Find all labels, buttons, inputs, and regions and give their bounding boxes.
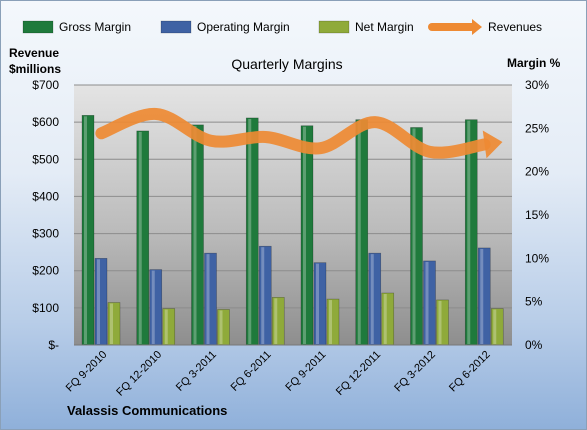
bar bbox=[313, 262, 327, 346]
bar bbox=[436, 299, 449, 346]
category-label: FQ 12-2010 bbox=[114, 349, 164, 399]
bar-highlight bbox=[219, 310, 223, 344]
chart-title: Quarterly Margins bbox=[231, 56, 342, 72]
bar-highlight bbox=[303, 126, 306, 344]
bar bbox=[94, 258, 108, 346]
left-tick-label: $100 bbox=[32, 301, 59, 315]
right-tick-label: 0% bbox=[525, 338, 543, 352]
legend: Gross Margin Operating Margin Net Margin Re… bbox=[22, 19, 542, 35]
bar bbox=[423, 260, 436, 346]
category-label: FQ 9-2010 bbox=[64, 349, 110, 395]
category-label: FQ 9-2011 bbox=[283, 349, 328, 394]
bar bbox=[477, 247, 491, 346]
bar-highlight bbox=[370, 254, 374, 344]
bar-highlight bbox=[164, 309, 168, 344]
category-label: FQ 6-2011 bbox=[229, 349, 274, 394]
bar-highlight bbox=[412, 128, 416, 344]
right-axis-label: Margin % bbox=[507, 56, 561, 70]
bar bbox=[368, 252, 382, 346]
bar bbox=[217, 309, 230, 346]
left-tick-label: $- bbox=[48, 338, 59, 352]
bar-highlight bbox=[193, 125, 197, 344]
chart-footer: Valassis Communications bbox=[67, 403, 227, 418]
revenue-line bbox=[95, 107, 503, 159]
left-axis-label-line2: $millions bbox=[9, 62, 61, 76]
right-tick-label: 15% bbox=[525, 208, 549, 222]
right-tick-label: 30% bbox=[525, 78, 549, 92]
bar-highlight bbox=[84, 116, 87, 344]
left-tick-label: $600 bbox=[32, 115, 59, 129]
bar bbox=[300, 125, 314, 346]
bar bbox=[149, 269, 163, 346]
left-axis-label-line1: Revenue bbox=[9, 46, 59, 60]
left-tick-label: $200 bbox=[32, 264, 59, 278]
legend-swatch bbox=[318, 20, 350, 34]
left-tick-label: $300 bbox=[32, 227, 59, 241]
bar-highlight bbox=[357, 120, 361, 345]
bar bbox=[191, 124, 204, 346]
revenue-line-path bbox=[95, 107, 491, 159]
revenue-line-arrowhead bbox=[482, 130, 503, 159]
bar-highlight bbox=[151, 270, 155, 344]
right-tick-label: 25% bbox=[525, 121, 549, 135]
bar-highlight bbox=[316, 263, 319, 344]
bar bbox=[162, 308, 176, 346]
bar bbox=[81, 115, 95, 346]
category-labels: FQ 9-2010 FQ 12-2010 FQ 3-2011 FQ 6-2011 FQ … bbox=[64, 349, 493, 399]
left-tick-label: $400 bbox=[32, 189, 59, 203]
right-tick-label: 10% bbox=[525, 251, 549, 265]
legend-label: Operating Margin bbox=[197, 20, 290, 34]
right-tick-label: 5% bbox=[525, 295, 543, 309]
bar-highlight bbox=[493, 309, 497, 344]
bar bbox=[107, 302, 121, 346]
bar-highlight bbox=[480, 248, 484, 344]
bar bbox=[410, 127, 423, 346]
bar bbox=[381, 292, 395, 346]
left-axis-ticks: $- $100 $200 $300 $400 $500 $600 $700 bbox=[32, 78, 59, 352]
legend-label: Gross Margin bbox=[59, 20, 131, 34]
bar bbox=[258, 245, 272, 346]
bar-highlight bbox=[383, 294, 387, 344]
category-label: FQ 3-2011 bbox=[174, 349, 219, 394]
category-label: FQ 3-2012 bbox=[392, 349, 438, 395]
bar bbox=[204, 252, 217, 346]
legend-label: Net Margin bbox=[355, 20, 414, 34]
legend-arrowhead bbox=[472, 19, 482, 35]
right-tick-label: 20% bbox=[525, 165, 549, 179]
legend-swatch bbox=[22, 20, 54, 34]
bar bbox=[245, 117, 259, 346]
bar bbox=[271, 297, 285, 346]
left-tick-label: $700 bbox=[32, 78, 59, 92]
left-tick-label: $500 bbox=[32, 152, 59, 166]
bar-highlight bbox=[274, 298, 278, 344]
bar-highlight bbox=[248, 118, 252, 344]
legend-label: Revenues bbox=[488, 20, 542, 34]
bar-highlight bbox=[138, 131, 142, 344]
bar-highlight bbox=[97, 259, 100, 344]
bar-highlight bbox=[261, 247, 265, 344]
bar bbox=[326, 298, 340, 346]
bar bbox=[136, 130, 150, 346]
bar-highlight bbox=[425, 261, 429, 344]
legend-swatch bbox=[160, 20, 192, 34]
bar-highlight bbox=[329, 300, 332, 344]
bar bbox=[490, 308, 504, 346]
category-label: FQ 6-2012 bbox=[447, 349, 493, 395]
right-axis-ticks: 0% 5% 10% 15% 20% 25% 30% bbox=[525, 78, 549, 352]
bar-highlight bbox=[438, 300, 442, 344]
category-label: FQ 12-2011 bbox=[334, 349, 383, 398]
bar-highlight bbox=[467, 120, 471, 345]
bar-highlight bbox=[206, 254, 210, 344]
bar bbox=[355, 119, 369, 346]
bar-highlight bbox=[110, 303, 113, 344]
